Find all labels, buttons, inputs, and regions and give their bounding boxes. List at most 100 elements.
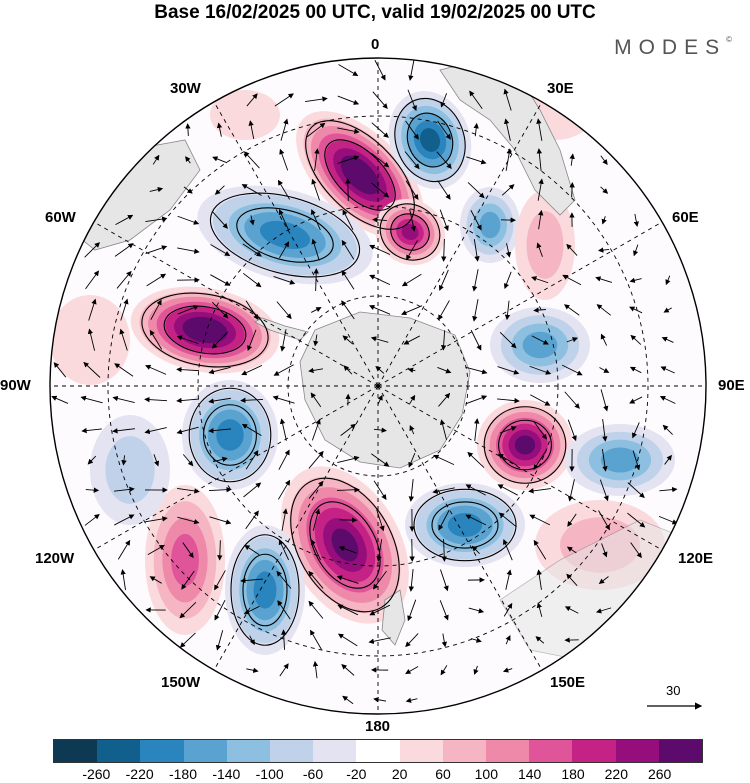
wind-arrow — [176, 335, 199, 344]
wind-arrow — [308, 570, 324, 589]
wind-arrow — [177, 487, 200, 494]
wind-arrow — [533, 420, 548, 440]
wind-arrow — [505, 569, 512, 590]
wind-arrow — [465, 366, 488, 375]
wind-arrow — [567, 479, 575, 502]
wind-arrow — [372, 570, 387, 590]
wind-arrow — [245, 449, 259, 470]
wind-arrow — [278, 449, 290, 470]
contour-line — [242, 553, 288, 627]
wind-arrow — [600, 186, 609, 194]
wind-arrow — [630, 542, 642, 559]
wind-arrow — [177, 247, 200, 254]
wind-arrow — [473, 239, 480, 262]
contour-line — [305, 120, 415, 230]
wind-arrow — [119, 328, 128, 351]
wind-arrow — [212, 211, 228, 229]
wind-arrow — [567, 513, 577, 527]
wind-arrow — [569, 153, 575, 166]
wind-arrow — [533, 539, 547, 560]
wind-arrow — [177, 516, 200, 525]
wind-arrow — [274, 93, 294, 107]
wind-arrow — [437, 367, 452, 374]
brand-logo: MODES© — [614, 35, 732, 60]
wind-arrow — [307, 122, 326, 138]
wind-arrow — [405, 120, 419, 140]
anomaly-blob — [210, 90, 280, 140]
wind-arrow — [176, 366, 200, 373]
wind-arrow — [505, 148, 512, 171]
wind-arrow — [185, 123, 191, 136]
wind-arrow — [439, 209, 449, 232]
wind-arrow — [249, 215, 255, 226]
wind-arrow — [149, 576, 162, 584]
wind-arrow — [53, 362, 67, 378]
contour-line — [483, 406, 567, 484]
wind-arrow — [409, 425, 415, 435]
wind-arrow — [502, 667, 513, 673]
meridian-line — [377, 91, 549, 387]
wind-arrow — [433, 454, 455, 466]
meridian-line — [377, 385, 549, 681]
colorbar-swatch — [572, 740, 616, 762]
wind-arrow — [536, 602, 543, 617]
wind-arrow — [279, 148, 289, 171]
wind-arrow — [183, 186, 193, 194]
wind-arrow — [629, 366, 642, 374]
wind-arrow — [312, 660, 319, 679]
contour-line — [379, 203, 441, 261]
colorbar-tick-label: -140 — [212, 766, 241, 782]
wind-arrow — [276, 301, 292, 320]
wind-arrow — [567, 419, 577, 442]
wind-arrow — [376, 539, 383, 562]
wind-arrow — [595, 607, 612, 614]
wind-arrow — [278, 209, 289, 231]
wind-arrow — [314, 148, 320, 171]
wind-arrow — [440, 330, 447, 351]
lon-label-180: 180 — [365, 718, 391, 735]
wind-arrow — [375, 365, 385, 374]
wind-arrow — [338, 64, 359, 76]
wind-arrow — [566, 573, 578, 586]
wind-arrow — [627, 482, 645, 498]
colorbar-swatch — [183, 740, 227, 762]
wind-arrow — [181, 570, 195, 590]
wind-arrow — [343, 365, 353, 375]
wind-arrow — [244, 544, 260, 555]
wind-arrow — [273, 276, 296, 285]
contour-line — [394, 97, 466, 183]
wind-arrow — [246, 667, 259, 673]
contour-line — [203, 404, 257, 466]
wind-arrow — [277, 479, 291, 500]
wind-arrow — [310, 209, 321, 231]
wind-arrow — [502, 539, 513, 561]
contour-line — [390, 213, 430, 251]
wind-arrow — [150, 299, 162, 320]
wind-arrow — [597, 247, 610, 253]
wind-arrow — [210, 244, 231, 256]
wind-arrow — [371, 453, 390, 467]
anomaly-blob — [191, 321, 219, 339]
wind-arrow — [338, 546, 357, 554]
wind-arrow — [530, 394, 551, 406]
wind-arrow — [503, 602, 513, 617]
wind-arrow — [466, 156, 487, 165]
wind-arrow — [564, 391, 580, 409]
wind-arrow — [182, 542, 194, 559]
wind-arrow — [536, 242, 543, 257]
wind-arrow — [182, 454, 194, 467]
colorbar-tick-label: -220 — [125, 766, 154, 782]
wind-arrow — [408, 59, 415, 81]
contour-line — [290, 477, 400, 613]
colorbar-swatch — [529, 740, 573, 762]
wind-arrow — [120, 298, 129, 321]
wind-arrow — [598, 576, 609, 585]
wind-arrow — [465, 395, 488, 405]
wind-arrow — [337, 127, 360, 134]
wind-arrow — [371, 122, 389, 138]
wind-arrow — [470, 329, 482, 351]
wind-arrow — [405, 633, 419, 648]
brand-mark: © — [726, 35, 732, 44]
wind-arrow — [374, 60, 386, 81]
contour-line — [498, 419, 552, 471]
